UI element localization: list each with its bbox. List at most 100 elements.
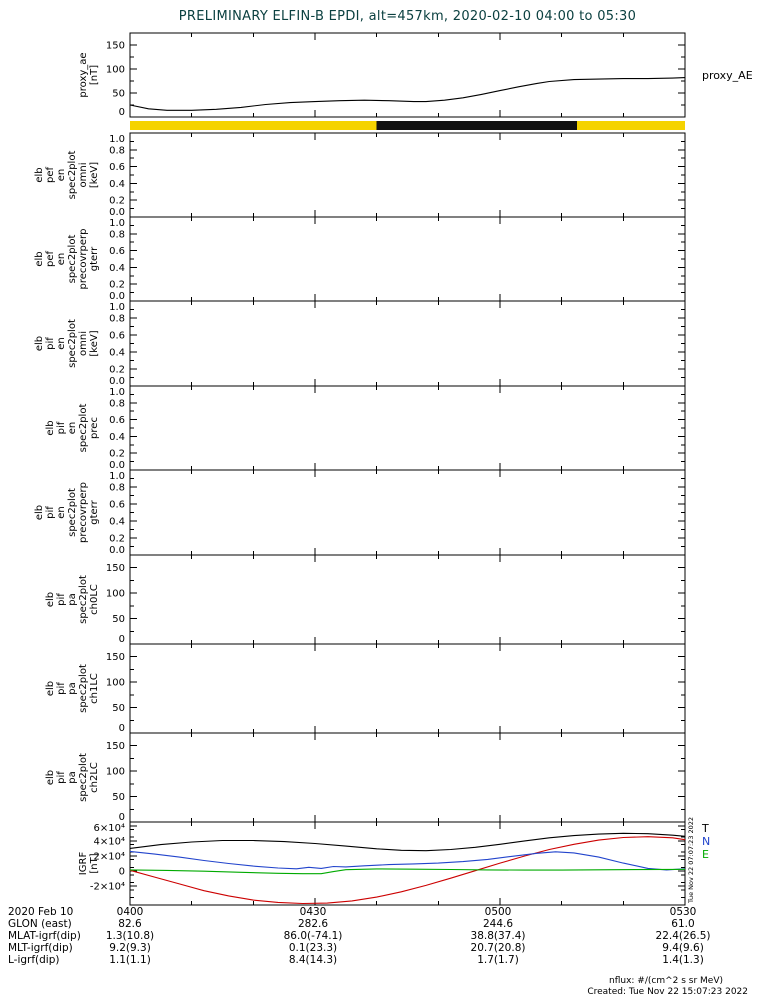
page-title: PRELIMINARY ELFIN-B EPDI, alt=457km, 202… [178,9,637,24]
y-tick-label: 1.0 [109,471,125,482]
y-tick-label: 150 [106,41,125,52]
panel-ylabel-line: spec2plot [78,575,89,624]
coverage-bar-segment [130,121,377,130]
y-tick-label: 0.2 [109,365,125,376]
panel-ylabel-line: en [56,506,67,519]
y-tick-label: 0.4 [109,432,125,443]
y-tick-label: 0 [119,812,125,823]
ephemeris-value: 1.1(1.1) [109,954,151,966]
y-tick-label: 2×10⁴ [94,851,125,862]
y-tick-label: 0.4 [109,179,125,190]
ephemeris-value: 1.4(1.3) [662,954,704,966]
time-axis-label: 0400 [116,906,144,918]
y-tick-label: 50 [112,792,125,803]
ephemeris-value: 282.6 [297,918,329,930]
panel-ylabel-line: pa [67,593,78,605]
y-tick-label: 1.0 [109,134,125,145]
series-proxy_AE [129,77,686,111]
panel-frame-proxy_ae [129,32,686,118]
ephemeris-value: 22.4(26.5) [655,930,711,942]
y-tick-label: 100 [106,678,125,689]
y-tick-label: 100 [106,589,125,600]
panel-ylabel-line: en [56,169,67,182]
y-tick-label: 0.6 [109,162,125,173]
y-tick-label: 1.0 [109,302,125,313]
panel-ylabel-line: precovrperp [78,229,89,290]
y-tick-label: 0 [119,723,125,734]
panel-ylabel-line: pif [56,771,67,784]
legend-T: T [701,822,709,835]
ephemeris-value: 1.7(1.7) [477,954,519,966]
y-tick-label: 4×10⁴ [94,836,125,847]
series-T [129,832,686,852]
y-tick-label: 0 [119,867,125,878]
y-tick-label: 0 [119,634,125,645]
panel-ylabel-line: spec2plot [78,664,89,713]
y-tick-label: 0.6 [109,331,125,342]
panel-ylabel-line: gterr [89,499,100,524]
panel-ylabel-line: spec2plot [67,235,78,284]
series-D [129,836,686,905]
panel-ylabel-line: gterr [89,246,100,271]
panel-right-label: proxy_AE [702,69,753,82]
panel-ylabel-line: pef [45,167,56,184]
y-tick-label: -2×10⁴ [90,882,125,893]
y-tick-label: 1.0 [109,387,125,398]
panel-ylabel-line: precovrperp [78,482,89,543]
panel-ylabel-line: pif [45,337,56,350]
panel-ylabel-line: proxy_ae [78,52,89,97]
panel-frame-elb_pef_en_spec2plot_precovrperp_gterr [129,216,686,302]
panel-ylabel-line: elb [34,251,45,266]
created-timestamp: Created: Tue Nov 22 15:07:23 2022 [587,987,748,997]
panel-ylabel-line: pa [67,682,78,694]
panel-ylabel-line: pif [56,421,67,434]
panel-ylabel-line: elb [34,167,45,182]
ephemeris-row-label: L-igrf(dip) [8,954,60,966]
ephemeris-value: 20.7(20.8) [470,942,526,954]
y-tick-label: 0.6 [109,246,125,257]
panel-ylabel-line: pef [45,251,56,268]
y-tick-label: 0.4 [109,517,125,528]
ephemeris-value: 86.0(-74.1) [283,930,343,942]
panel-ylabel-line: ch1LC [89,673,100,704]
y-tick-label: 0.8 [109,483,125,494]
panel-ylabel-line: [nT] [89,853,100,873]
y-tick-label: 0.8 [109,145,125,156]
y-tick-label: 0.8 [109,398,125,409]
panel-ylabel-line: ch2LC [89,762,100,793]
legend-N: N [702,835,710,848]
coverage-bar-segment [577,121,685,130]
y-tick-label: 100 [106,767,125,778]
y-tick-label: 0.6 [109,415,125,426]
panel-ylabel-line: [keV] [89,330,100,356]
y-tick-label: 6×10⁴ [94,823,125,834]
ephemeris-value: 9.2(9.3) [109,942,151,954]
time-axis-label: 0530 [669,906,697,918]
side-timestamp: Tue Nov 22 07:07:23 2022 [687,817,695,904]
panel-frame-igrf [129,821,686,906]
panel-ylabel-line: elb [34,336,45,351]
panel-ylabel-line: [keV] [89,162,100,188]
panel-frame-elb_pif_en_spec2plot_precovrperp_gterr [129,469,686,556]
y-tick-label: 0.0 [109,545,125,556]
y-tick-label: 150 [106,563,125,574]
panel-ylabel-line: spec2plot [67,488,78,537]
y-tick-label: 0.0 [109,291,125,302]
panel-ylabel-line: pif [56,682,67,695]
y-tick-label: 0.4 [109,348,125,359]
y-tick-label: 0.8 [109,229,125,240]
series-E [129,868,686,875]
y-tick-label: 0.8 [109,314,125,325]
panel-ylabel-line: en [56,337,67,350]
ephemeris-value: 1.3(10.8) [105,930,155,942]
panel-ylabel-line: elb [45,770,56,785]
y-tick-label: 50 [112,703,125,714]
panel-ylabel-line: [nT] [89,65,100,85]
panel-ylabel-line: omni [78,331,89,356]
panel-ylabel-line: prec [89,417,100,439]
y-tick-label: 150 [106,652,125,663]
panel-ylabel-line: elb [45,420,56,435]
y-tick-label: 1.0 [109,218,125,229]
